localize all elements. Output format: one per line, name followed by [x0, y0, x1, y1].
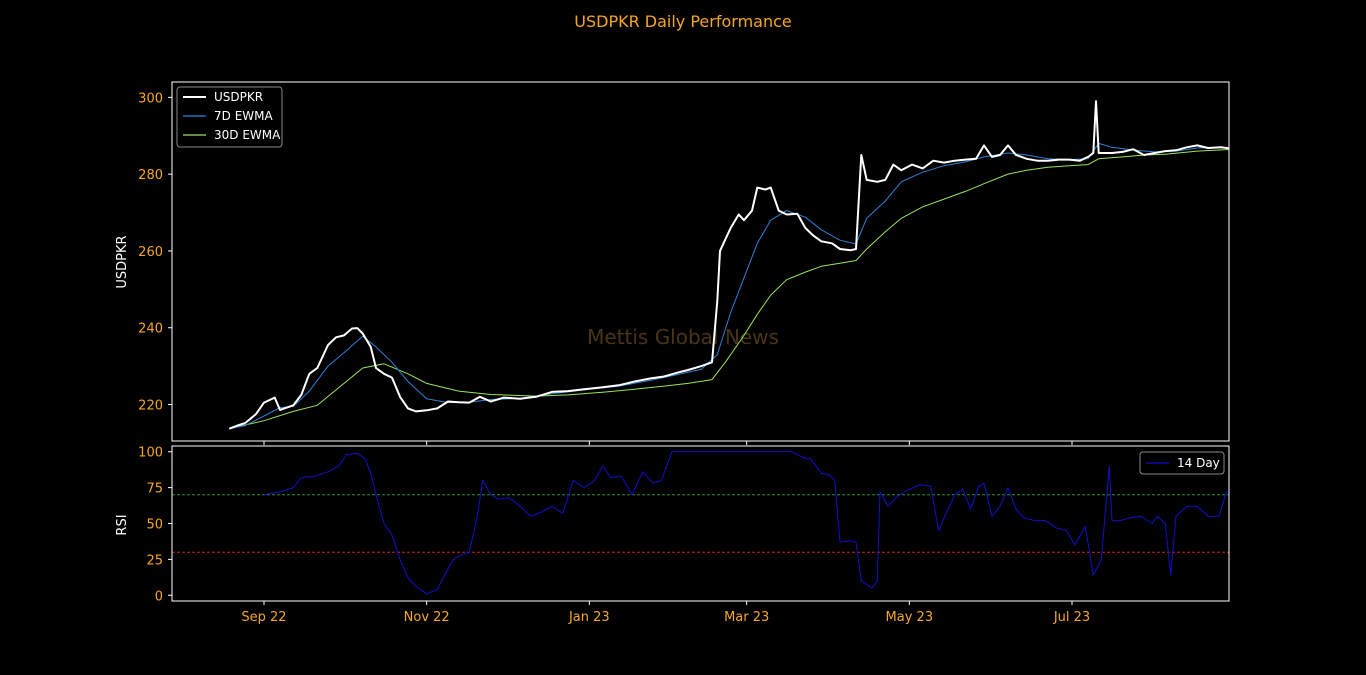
- price-legend: USDPKR 7D EWMA 30D EWMA: [176, 86, 283, 148]
- series-30d-ewma-line: [229, 148, 1229, 430]
- series-usdpkr-line: [228, 100, 1229, 430]
- price-y-tick-label: 300: [138, 91, 163, 106]
- x-tick-label: Mar 23: [724, 610, 769, 625]
- x-axis: Sep 22 Nov 22 Jan 23 Mar 23 May 23 Jul 23: [241, 441, 1090, 625]
- price-y-axis-label: USDPKR: [115, 235, 130, 288]
- chart-title: USDPKR Daily Performance: [574, 12, 792, 31]
- x-tick-label: May 23: [886, 610, 934, 625]
- rsi-y-axis-label: RSI: [115, 514, 130, 535]
- watermark: Mettis Global News: [587, 325, 779, 349]
- price-y-tick-label: 260: [138, 245, 163, 260]
- rsi-legend-box: [1139, 451, 1225, 475]
- series-7d-ewma-line: [229, 142, 1229, 430]
- legend-label-usdpkr: USDPKR: [214, 90, 263, 104]
- price-y-tick-label: 280: [138, 168, 163, 183]
- rsi-panel: 0 25 50 75 100 14 Day: [138, 445, 1230, 604]
- rsi-y-tick-label: 75: [146, 482, 163, 497]
- x-tick-label: Sep 22: [241, 610, 286, 625]
- legend-label-7d-ewma: 7D EWMA: [214, 109, 273, 123]
- rsi-legend: 14 Day: [1139, 451, 1225, 475]
- rsi-y-tick-label: 0: [155, 589, 163, 604]
- x-tick-label: Nov 22: [404, 610, 450, 625]
- rsi-y-tick-label: 25: [146, 553, 163, 568]
- rsi-panel-frame: [171, 445, 1230, 602]
- rsi-series-14-day-line: [263, 451, 1229, 595]
- price-panel: 220 240 260 280 300 USDPKR 7D EWMA 30D EWMA: [138, 81, 1230, 442]
- rsi-y-tick-label: 100: [138, 446, 163, 461]
- price-legend-box: [176, 86, 283, 148]
- rsi-y-tick-label: 50: [146, 518, 163, 533]
- price-panel-frame: [171, 81, 1230, 442]
- price-y-tick-label: 240: [138, 322, 163, 337]
- x-tick-label: Jan 23: [568, 610, 610, 625]
- legend-label-30d-ewma: 30D EWMA: [214, 128, 281, 142]
- x-tick-label: Jul 23: [1053, 610, 1090, 625]
- legend-label-14-day: 14 Day: [1177, 456, 1220, 470]
- price-y-tick-label: 220: [138, 399, 163, 414]
